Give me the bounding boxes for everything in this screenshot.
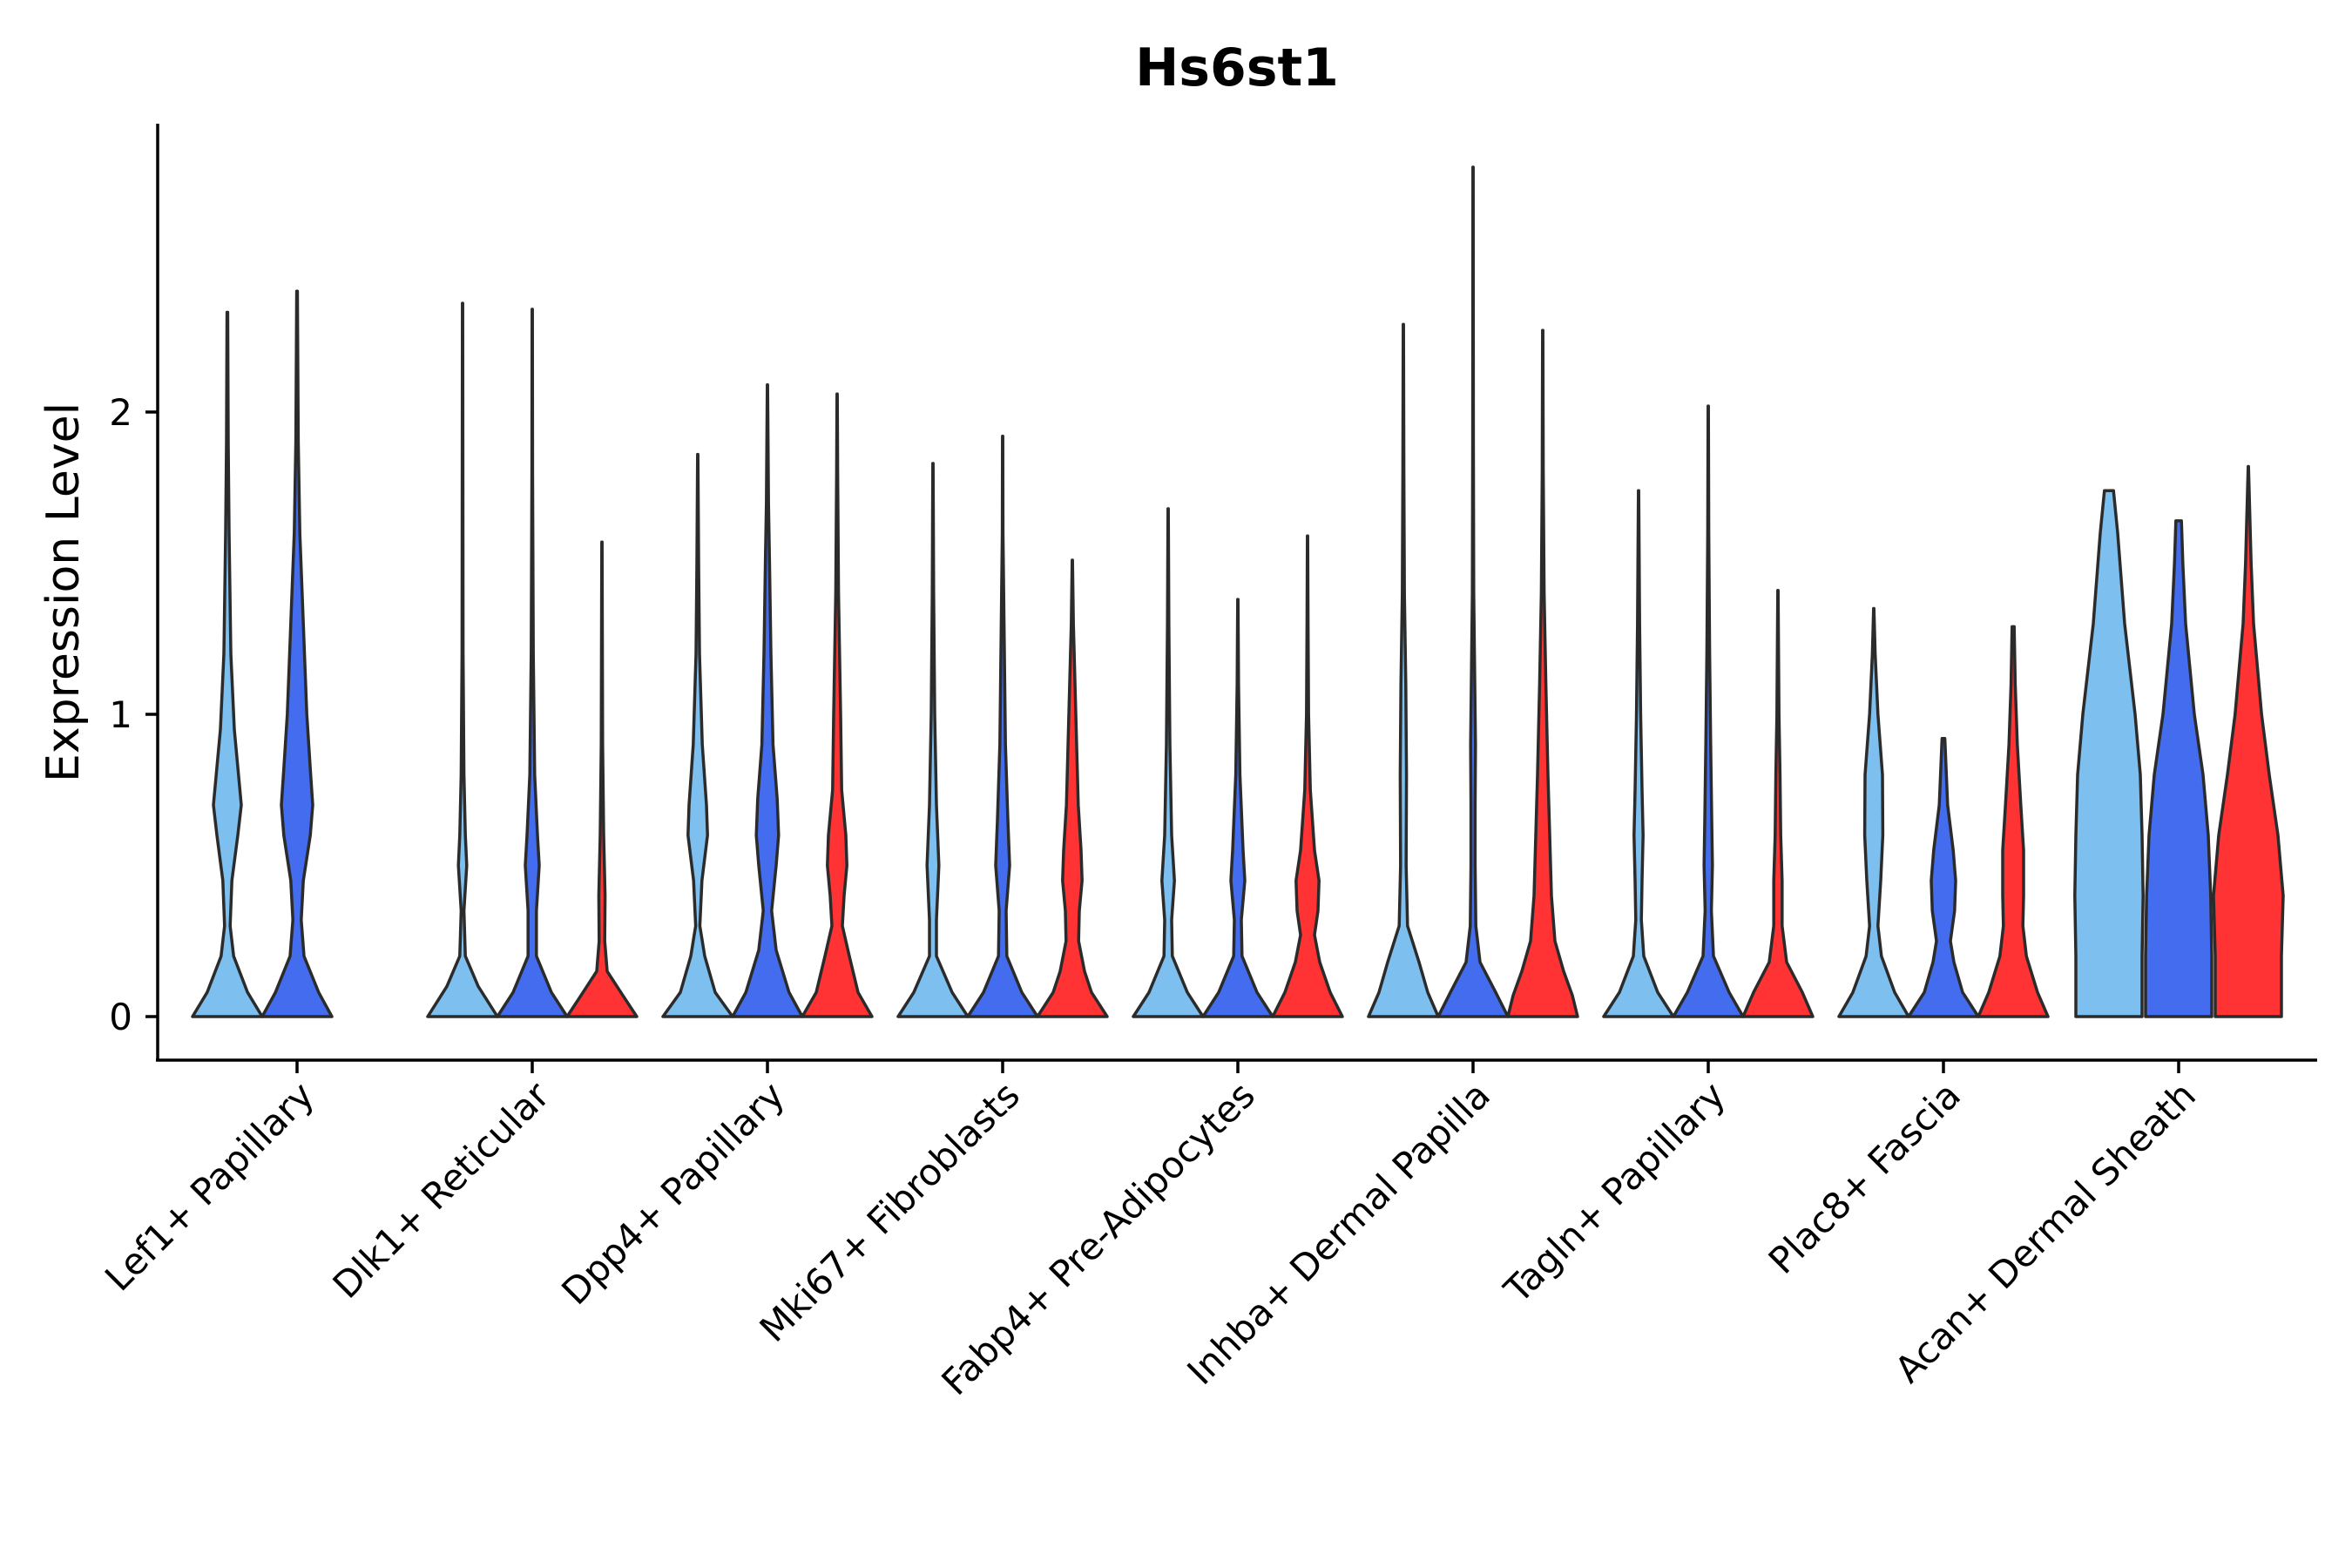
violin-4-1 xyxy=(1201,598,1274,1018)
x-tick-label-3: Mki67+ Fibroblasts xyxy=(752,1073,1028,1349)
violin-6-2 xyxy=(1741,588,1815,1018)
violin-2-1 xyxy=(731,383,804,1018)
violin-8-0 xyxy=(2073,489,2145,1018)
y-tick-label-1: 1 xyxy=(109,693,132,736)
violin-0-0 xyxy=(191,310,264,1018)
violin-0-1 xyxy=(260,289,334,1018)
violin-2-2 xyxy=(801,392,874,1018)
x-tick-label-1: Dlk1+ Reticular xyxy=(325,1073,558,1307)
y-tick-label-0: 0 xyxy=(109,996,132,1038)
y-ticks: 0 1 2 xyxy=(109,391,158,1038)
violin-5-1 xyxy=(1436,166,1510,1018)
x-tick-label-6: Tagln+ Papillary xyxy=(1496,1073,1734,1311)
violin-5-2 xyxy=(1506,328,1579,1018)
violin-8-2 xyxy=(2212,464,2285,1018)
violin-1-0 xyxy=(426,301,499,1018)
violin-5-0 xyxy=(1367,322,1440,1018)
y-tick-label-2: 2 xyxy=(109,391,132,434)
violin-3-1 xyxy=(966,435,1039,1018)
x-tick-label-7: Plac8+ Fascia xyxy=(1761,1073,1969,1281)
violin-3-2 xyxy=(1036,558,1109,1018)
violin-7-1 xyxy=(1907,737,1980,1018)
violin-6-0 xyxy=(1602,489,1675,1018)
violin-4-2 xyxy=(1271,534,1344,1018)
x-tick-label-0: Lef1+ Papillary xyxy=(97,1073,322,1299)
violin-1-2 xyxy=(565,540,639,1018)
violin-6-1 xyxy=(1672,404,1745,1018)
violin-group xyxy=(191,166,2285,1018)
chart-title: Hs6st1 xyxy=(1135,37,1339,98)
x-tick-label-2: Dpp4+ Papillary xyxy=(553,1073,793,1313)
violin-2-0 xyxy=(661,452,734,1018)
violin-7-0 xyxy=(1837,606,1910,1018)
violin-7-2 xyxy=(1977,625,2050,1018)
violin-1-1 xyxy=(496,308,569,1018)
violin-3-0 xyxy=(896,462,970,1018)
y-axis-label: Expression Level xyxy=(37,402,90,782)
violin-8-1 xyxy=(2144,519,2213,1018)
violin-4-0 xyxy=(1132,507,1205,1018)
